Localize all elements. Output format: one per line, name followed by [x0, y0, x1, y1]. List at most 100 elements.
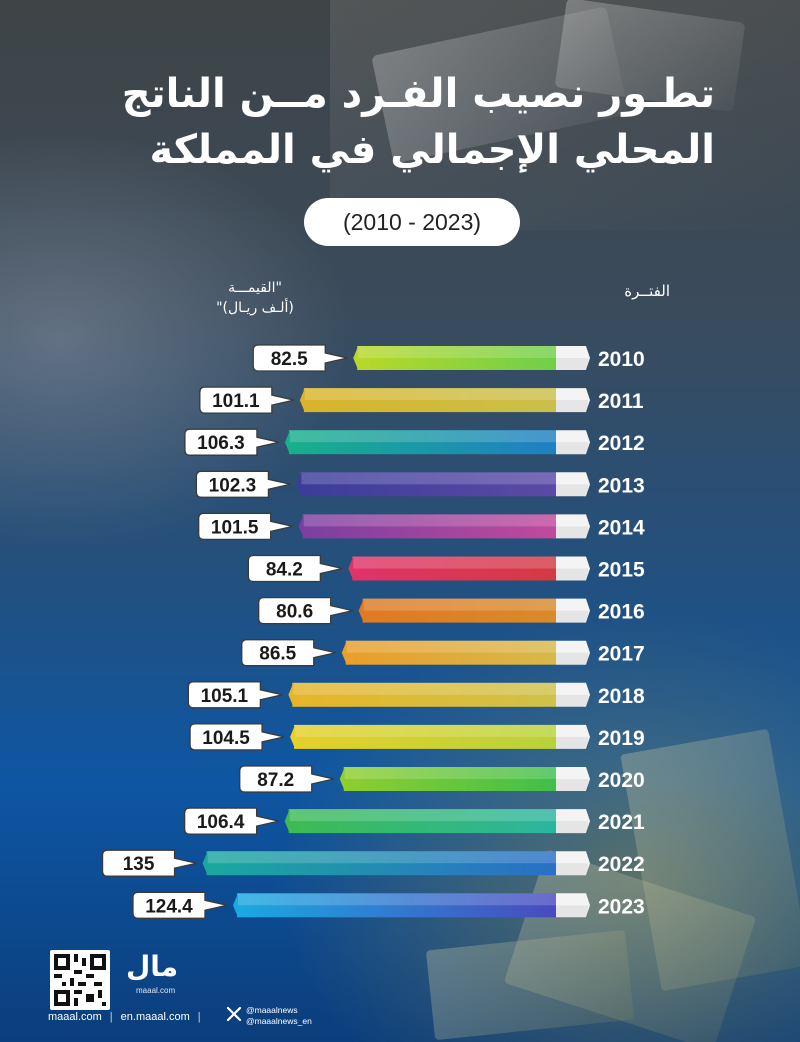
value-label: 106.4	[197, 812, 245, 833]
bar-cap-shade	[556, 484, 588, 497]
bar	[288, 809, 556, 834]
year-label: 2014	[598, 516, 645, 539]
value-callout	[247, 554, 343, 583]
handle-ar[interactable]: @maaalnews	[246, 1005, 298, 1015]
bar	[294, 724, 556, 749]
value-callout	[183, 807, 279, 835]
year-label: 2020	[598, 769, 645, 792]
bar-cap-shade	[556, 400, 588, 413]
bar	[300, 472, 556, 497]
value-label: 82.5	[271, 349, 308, 370]
year-label: 2013	[598, 474, 645, 497]
bar-end	[299, 388, 305, 413]
site-link-en[interactable]: en.maaal.com	[120, 1011, 190, 1023]
bar-cap	[556, 346, 590, 370]
value-label: 101.1	[212, 391, 260, 412]
site-link-ar[interactable]: maaal.com	[48, 1011, 102, 1023]
bar-end	[288, 682, 294, 707]
bar	[303, 388, 556, 413]
value-label: 105.1	[201, 686, 249, 707]
bar-cap-shade	[556, 526, 588, 539]
bar-cap	[556, 851, 590, 876]
bar-cap-shade	[556, 821, 588, 834]
value-label: 101.5	[211, 517, 259, 538]
bar-end	[339, 767, 345, 791]
bar-cap-shade	[556, 358, 588, 370]
value-label: 102.3	[209, 475, 257, 496]
year-label: 2022	[598, 853, 645, 876]
bar-group-2010: 82.5 2010	[252, 344, 645, 372]
value-callout	[101, 849, 197, 877]
bar-group-2017: 86.5 2017	[241, 639, 645, 667]
bar-highlight	[352, 556, 556, 569]
title-line-1: تطـور نصيب الفـرد مــن الناتج	[121, 71, 715, 117]
value-header-line-1: "القيمـــة	[228, 280, 282, 296]
handle-en[interactable]: @maaalnews_en	[246, 1016, 312, 1026]
bar	[357, 346, 556, 370]
bar-highlight	[302, 514, 556, 527]
bar-highlight	[345, 640, 556, 653]
value-label: 86.5	[259, 644, 296, 665]
bar-highlight	[303, 388, 556, 401]
qr-icon	[54, 954, 106, 1006]
bar	[206, 851, 557, 876]
social-handles: @maaalnews @maaalnews_en	[246, 1005, 312, 1027]
year-label: 2012	[598, 432, 645, 455]
bar-cap	[556, 724, 590, 749]
bar-end	[232, 893, 238, 918]
value-callout	[187, 681, 283, 709]
bar-cap-shade	[556, 736, 588, 749]
bar-group-2016: 80.6 2016	[258, 596, 645, 625]
bar-end	[290, 724, 296, 749]
bar-group-2021: 106.4 2021	[183, 807, 645, 835]
maaal-logo[interactable]: مال	[126, 950, 179, 983]
bar-group-2022: 135 2022	[101, 849, 645, 877]
bar-group-2014: 101.5 2014	[198, 512, 645, 541]
bar-cap-shade	[556, 694, 588, 707]
bar-end	[296, 472, 302, 497]
bar-highlight	[343, 767, 556, 779]
bar	[362, 598, 556, 623]
value-callout	[189, 723, 285, 751]
bar-highlight	[362, 598, 556, 611]
bar	[288, 430, 556, 455]
value-label: 80.6	[276, 602, 313, 623]
bar-highlight	[357, 346, 556, 358]
bar-cap	[556, 556, 590, 581]
value-header-line-2: (ألـف ريـال)"	[216, 300, 294, 316]
year-label: 2011	[598, 390, 644, 413]
bar-cap-shade	[556, 863, 588, 876]
value-label: 106.3	[197, 433, 245, 454]
qr-code[interactable]	[50, 950, 110, 1010]
value-label: 87.2	[257, 770, 294, 791]
year-label: 2023	[598, 895, 645, 918]
bar-cap	[556, 640, 590, 665]
logo-subtitle: maaal.com	[136, 986, 176, 995]
bar-cap	[556, 430, 590, 455]
bar	[302, 514, 556, 539]
year-label: 2010	[598, 348, 645, 371]
bar-end	[348, 556, 354, 581]
footer-links: maaal.com | en.maaal.com |	[48, 1011, 209, 1023]
bar-cap-shade	[556, 652, 588, 665]
value-callout	[258, 596, 353, 625]
bar-cap	[556, 682, 590, 707]
bars-layer: 82.5 2010 101.1 2011 106.3 2012 102.3 2013 101.5…	[101, 344, 645, 919]
year-label: 2017	[598, 643, 645, 666]
bar-end	[284, 809, 290, 834]
value-callout	[132, 891, 228, 919]
x-twitter-icon[interactable]	[226, 1006, 242, 1022]
bar	[343, 767, 556, 791]
period-column-header: الفتــرة	[624, 282, 670, 300]
bar	[292, 682, 556, 707]
bar-group-2020: 87.2 2020	[239, 765, 645, 793]
bar-group-2019: 104.5 2019	[189, 723, 645, 751]
bar-cap-shade	[556, 779, 588, 791]
bar-cap-shade	[556, 905, 588, 918]
value-label: 135	[123, 854, 155, 875]
value-callout	[252, 344, 348, 372]
bar-group-2012: 106.3 2012	[184, 428, 645, 456]
bar-cap-shade	[556, 610, 588, 623]
footer-separator: |	[197, 1011, 201, 1023]
